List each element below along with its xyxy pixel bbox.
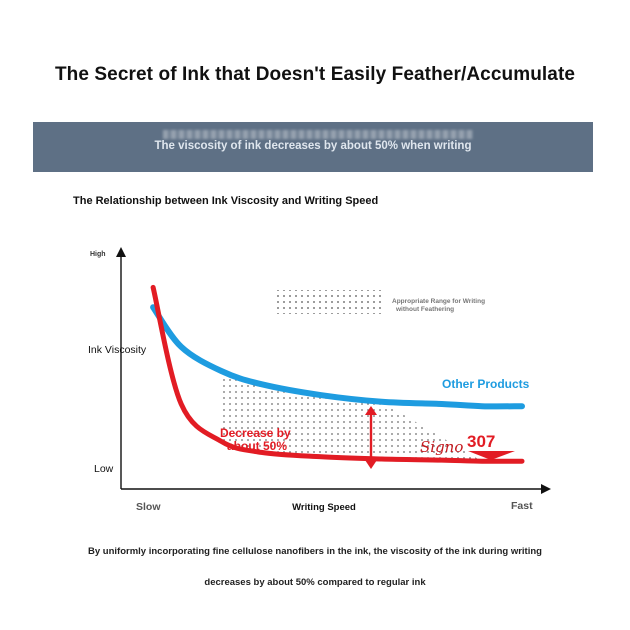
brand-logo-arrow-icon	[468, 451, 515, 460]
series-line-signo-307	[150, 284, 525, 464]
page-title: The Secret of Ink that Doesn't Easily Fe…	[54, 64, 576, 85]
x-axis-arrow-icon	[541, 484, 551, 494]
arrow-down-icon	[365, 460, 377, 469]
y-axis-arrow-icon	[116, 247, 126, 257]
x-tick-slow: Slow	[136, 501, 161, 513]
chart-subtitle: The Relationship between Ink Viscosity a…	[73, 195, 379, 207]
series-line-other-products	[150, 304, 525, 410]
series-label-other-products: Other Products	[442, 377, 530, 391]
y-tick-high: High	[90, 251, 106, 258]
arrow-up-icon	[365, 406, 377, 415]
footer-caption-line1: By uniformly incorporating fine cellulos…	[88, 546, 542, 557]
decrease-annotation: Decrease by about 50%	[220, 426, 294, 453]
x-tick-fast: Fast	[511, 500, 533, 512]
range-legend-swatch	[276, 290, 382, 314]
y-tick-low: Low	[94, 463, 114, 475]
range-legend-label: Appropriate Range for Writing without Fe…	[392, 298, 487, 313]
feathering-free-range-area	[221, 371, 482, 462]
y-axis-label: Ink Viscosity	[88, 344, 147, 356]
footer-caption-line2: decreases by about 50% compared to regul…	[204, 577, 426, 588]
x-axis-label: Writing Speed	[292, 502, 356, 513]
banner-faded-line	[163, 130, 473, 139]
brand-logo-script: Signo	[420, 438, 463, 456]
headline-banner: The viscosity of ink decreases by about …	[33, 122, 593, 172]
brand-logo-number: 307	[467, 432, 495, 451]
banner-text: The viscosity of ink decreases by about …	[154, 140, 472, 152]
